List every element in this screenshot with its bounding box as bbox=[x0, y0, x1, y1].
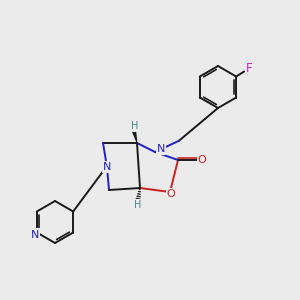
Polygon shape bbox=[132, 130, 137, 143]
Text: N: N bbox=[103, 162, 111, 172]
Text: O: O bbox=[198, 155, 206, 165]
Text: N: N bbox=[31, 230, 39, 239]
Text: N: N bbox=[157, 144, 165, 154]
Text: O: O bbox=[167, 189, 176, 199]
Text: H: H bbox=[134, 200, 142, 210]
Text: F: F bbox=[246, 62, 253, 75]
Text: H: H bbox=[131, 121, 139, 131]
